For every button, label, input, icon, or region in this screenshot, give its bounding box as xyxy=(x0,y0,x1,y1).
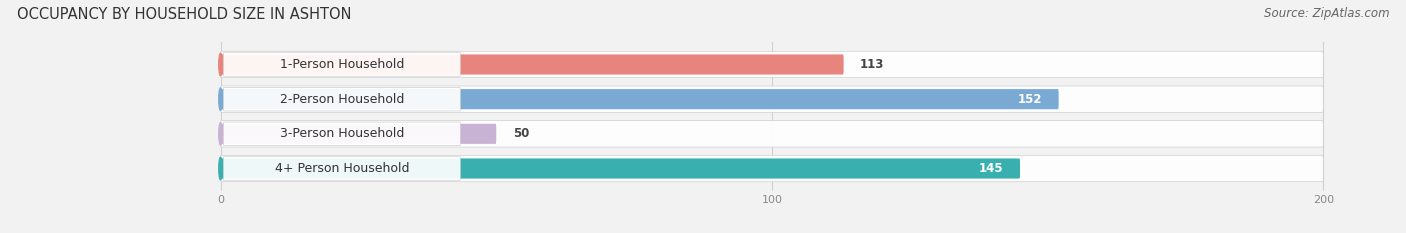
FancyBboxPatch shape xyxy=(221,121,1323,147)
FancyBboxPatch shape xyxy=(224,53,460,76)
Text: 4+ Person Household: 4+ Person Household xyxy=(274,162,409,175)
FancyBboxPatch shape xyxy=(221,158,1019,178)
FancyBboxPatch shape xyxy=(221,89,1059,109)
FancyBboxPatch shape xyxy=(221,155,1323,182)
Text: 50: 50 xyxy=(513,127,529,140)
Text: 152: 152 xyxy=(1018,93,1042,106)
FancyBboxPatch shape xyxy=(221,55,844,75)
Text: 113: 113 xyxy=(860,58,884,71)
FancyBboxPatch shape xyxy=(221,51,1323,78)
FancyBboxPatch shape xyxy=(221,86,1323,112)
Text: OCCUPANCY BY HOUSEHOLD SIZE IN ASHTON: OCCUPANCY BY HOUSEHOLD SIZE IN ASHTON xyxy=(17,7,352,22)
FancyBboxPatch shape xyxy=(224,157,460,180)
Circle shape xyxy=(219,157,222,180)
Text: 3-Person Household: 3-Person Household xyxy=(280,127,404,140)
Text: 1-Person Household: 1-Person Household xyxy=(280,58,404,71)
Text: 145: 145 xyxy=(979,162,1004,175)
FancyBboxPatch shape xyxy=(224,87,460,111)
Text: Source: ZipAtlas.com: Source: ZipAtlas.com xyxy=(1264,7,1389,20)
Circle shape xyxy=(219,123,222,145)
Text: 2-Person Household: 2-Person Household xyxy=(280,93,404,106)
Circle shape xyxy=(219,88,222,110)
FancyBboxPatch shape xyxy=(224,122,460,146)
Circle shape xyxy=(219,53,222,76)
FancyBboxPatch shape xyxy=(221,124,496,144)
